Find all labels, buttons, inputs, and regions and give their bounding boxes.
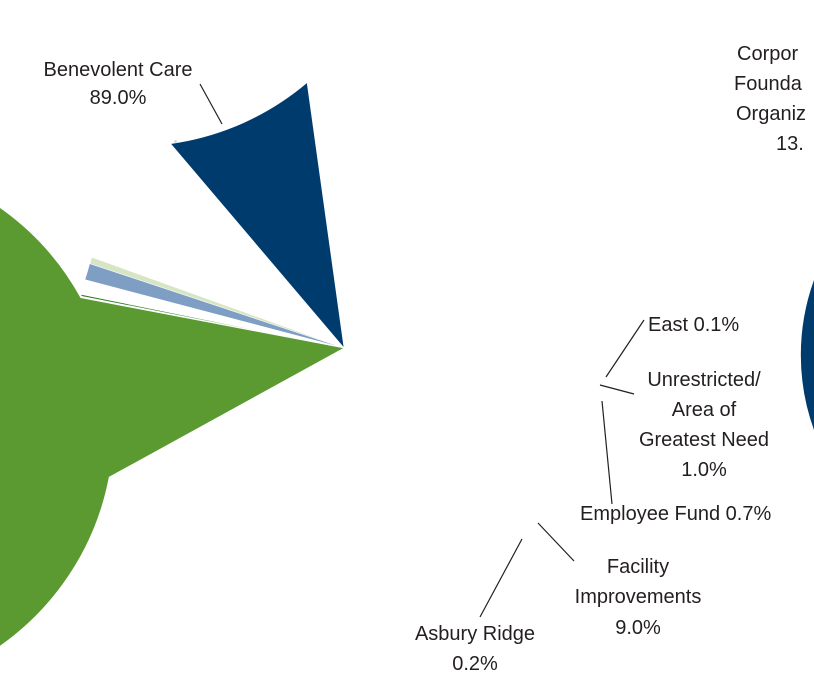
leader-asbury: [479, 538, 523, 618]
label-east: East 0.1%: [648, 314, 739, 336]
label-benevolent-value: 89.0%: [90, 87, 147, 109]
pie-slice-benevolent-care: [0, 207, 345, 647]
leader-unrestricted: [599, 384, 635, 395]
label-corp-line4: 13.: [776, 133, 804, 155]
pie-slice-unrestricted-area-of-greatest-need: [84, 263, 345, 349]
label-benevolent-name: Benevolent Care: [44, 59, 193, 81]
label-employee: Employee Fund 0.7%: [580, 503, 771, 525]
label-corp-line2: Founda: [734, 73, 803, 95]
leader-benevolent: [199, 83, 223, 125]
label-unrestricted-value: 1.0%: [681, 459, 727, 481]
leader-employee: [601, 400, 613, 505]
label-corp-line1: Corpor: [737, 43, 798, 65]
label-unrestricted-line2: Area of: [672, 399, 737, 421]
label-asbury-name: Asbury Ridge: [415, 623, 535, 645]
label-corp-line3: Organiz: [736, 103, 806, 125]
leader-lines: [199, 83, 645, 618]
label-unrestricted-line1: Unrestricted/: [647, 369, 761, 391]
label-facility-line2: Improvements: [575, 586, 702, 608]
second-pie-partial-slice: [800, 280, 814, 430]
pie-slices: [0, 81, 345, 647]
pie-slice-facility-improvements: [170, 81, 345, 349]
label-asbury-value: 0.2%: [452, 653, 498, 675]
leader-east: [605, 319, 645, 378]
label-facility-value: 9.0%: [615, 617, 661, 639]
label-unrestricted-line3: Greatest Need: [639, 429, 769, 451]
leader-facility: [537, 522, 575, 562]
pie-slice-east: [80, 294, 345, 349]
label-facility-line1: Facility: [607, 556, 669, 578]
